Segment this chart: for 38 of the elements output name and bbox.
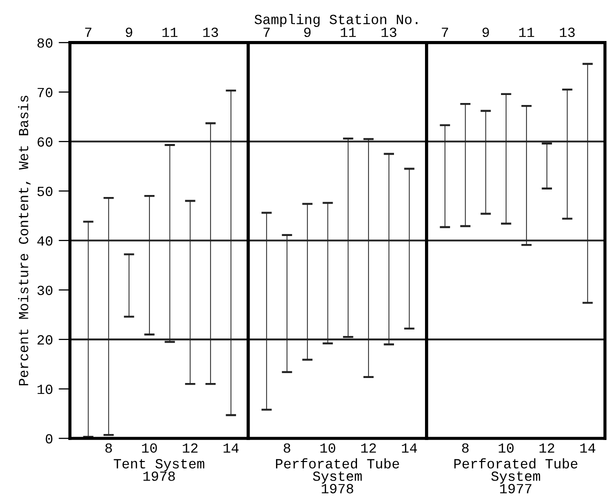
x-tick-label: 7: [264, 28, 270, 37]
x-tick-label: 8: [105, 443, 112, 453]
x-tick-label: 14: [224, 443, 239, 453]
x-tick-label: 12: [182, 443, 198, 453]
x-axis-title: Tent System 1978: [114, 459, 204, 481]
x-axis-title: Perforated Tube System 1978: [276, 458, 400, 494]
y-tick-label: 20: [38, 335, 52, 345]
x-tick-label: 11: [519, 28, 534, 37]
y-tick-label: 0: [46, 434, 52, 444]
x-tick-label: 9: [482, 28, 489, 38]
x-tick-label: 14: [402, 443, 417, 453]
x-tick-label: 9: [126, 28, 132, 38]
x-tick-label: 13: [560, 28, 575, 38]
x-tick-label: 12: [361, 443, 376, 453]
y-tick-label: 40: [37, 236, 52, 246]
x-tick-label: 10: [498, 443, 514, 453]
x-tick-label: 10: [320, 443, 336, 453]
y-axis-title: Percent Moisture Content, Wet Basis: [18, 96, 31, 386]
x-tick-label: 7: [442, 28, 448, 37]
y-tick-label: 60: [38, 137, 52, 147]
y-tick-label: 10: [38, 384, 52, 394]
y-tick-label: 50: [37, 186, 52, 196]
x2-axis-title: Sampling Station No.: [254, 14, 418, 27]
y-tick-label: 70: [38, 88, 52, 98]
x-tick-label: 8: [284, 443, 290, 453]
x-tick-label: 13: [382, 28, 396, 38]
x-tick-label: 7: [85, 28, 92, 37]
x-tick-label: 11: [162, 28, 178, 37]
x-tick-label: 13: [203, 28, 218, 38]
x-tick-label: 8: [462, 443, 469, 453]
y-tick-label: 30: [37, 286, 52, 296]
x-tick-label: 9: [304, 28, 311, 38]
x-tick-label: 14: [580, 443, 596, 453]
x-axis-title: Perforated Tube System 1977: [454, 458, 578, 494]
x-tick-label: 10: [142, 443, 157, 453]
x-tick-label: 11: [340, 28, 356, 37]
x-tick-label: 12: [540, 443, 554, 453]
y-tick-label: 80: [37, 38, 52, 48]
